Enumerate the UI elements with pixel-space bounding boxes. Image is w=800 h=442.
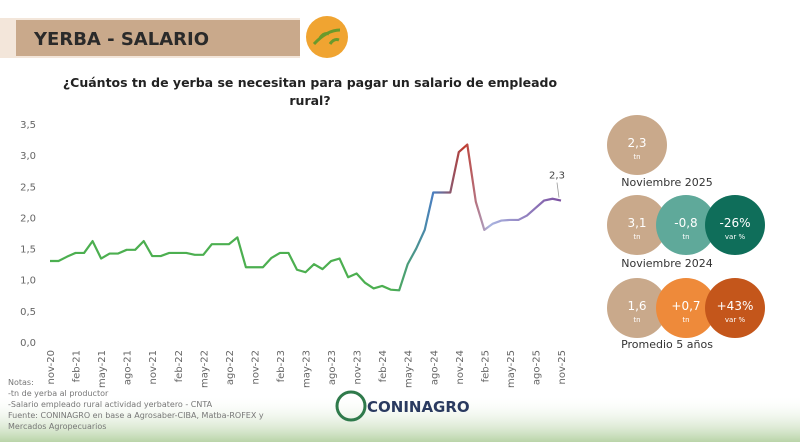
indicator-value: +43%: [717, 299, 754, 313]
note-line: Fuente: CONINAGRO en base a Agrosaber-CI…: [8, 411, 264, 420]
yerba-icon: [306, 16, 348, 58]
x-tick-label: may-22: [199, 350, 210, 388]
data-label: 2,3: [549, 171, 565, 182]
x-tick-label: ago-25: [531, 350, 542, 385]
indicator-circle: [705, 278, 765, 338]
x-tick-label: may-25: [506, 350, 517, 388]
indicator-unit: tn: [633, 233, 640, 241]
data-line: [50, 143, 562, 292]
x-tick-label: feb-24: [378, 350, 389, 382]
indicator-circle: [607, 195, 667, 255]
note-line: -Salario empleado rural actividad yerbat…: [8, 400, 213, 409]
indicator-value: +0,7: [671, 299, 700, 313]
y-tick-label: 0,5: [20, 307, 36, 318]
x-tick-label: feb-22: [174, 350, 185, 382]
grass-background: [0, 395, 800, 442]
indicator-value: 1,6: [627, 299, 646, 313]
indicator-value: 2,3: [627, 136, 646, 150]
indicator-circle: [607, 278, 667, 338]
y-tick-label: 3,0: [20, 151, 36, 162]
indicator-unit: tn: [633, 153, 640, 161]
indicator-value: 3,1: [627, 216, 646, 230]
label-leader: [556, 182, 560, 198]
logo-text: CONINAGRO: [367, 398, 470, 416]
note-line: -tn de yerba al productor: [8, 389, 109, 398]
header-band: [16, 20, 300, 56]
note-line: Notas:: [8, 378, 34, 387]
indicator-circle: [705, 195, 765, 255]
x-tick-label: nov-25: [557, 350, 568, 384]
y-tick-label: 0,0: [20, 338, 36, 349]
y-tick-label: 1,0: [20, 276, 36, 287]
x-tick-label: feb-25: [480, 350, 491, 382]
x-tick-label: may-21: [97, 350, 108, 388]
panel-label: Noviembre 2025: [621, 176, 713, 189]
x-tick-label: may-24: [404, 350, 415, 388]
indicator-value: -0,8: [674, 216, 697, 230]
x-tick-label: may-23: [302, 350, 313, 388]
indicator-circle: [607, 115, 667, 175]
indicator-circle: [656, 278, 716, 338]
x-tick-label: ago-21: [123, 350, 134, 385]
indicator-circle: [656, 195, 716, 255]
x-tick-label: feb-23: [276, 350, 287, 382]
x-tick-label: feb-21: [72, 350, 83, 382]
logo-mark: [335, 390, 367, 422]
indicator-value: -26%: [719, 216, 750, 230]
x-tick-label: ago-22: [225, 350, 236, 385]
indicator-unit: tn: [682, 316, 689, 324]
notes: Notas: -tn de yerba al productor -Salario …: [8, 377, 264, 432]
x-tick-label: nov-20: [46, 350, 57, 384]
panel-label: Noviembre 2024: [621, 257, 713, 270]
header-title: YERBA - SALARIO: [33, 29, 209, 50]
indicator-unit: var %: [725, 316, 746, 324]
indicator-unit: tn: [682, 233, 689, 241]
x-tick-label: ago-24: [429, 350, 440, 385]
yerba-icon-leaves: [312, 28, 341, 46]
y-tick-label: 1,5: [20, 245, 36, 256]
indicator-unit: var %: [725, 233, 746, 241]
x-tick-label: nov-21: [148, 350, 159, 384]
y-tick-label: 3,5: [20, 120, 36, 131]
chart-title: ¿Cuántos tn de yerba se necesitan para p…: [62, 75, 558, 108]
y-tick-label: 2,0: [20, 213, 36, 224]
indicator-unit: tn: [633, 316, 640, 324]
note-line: Mercados Agropecuarios: [8, 422, 107, 431]
x-tick-label: nov-23: [353, 350, 364, 384]
panel-label: Promedio 5 años: [621, 338, 713, 351]
x-tick-label: ago-23: [327, 350, 338, 385]
y-tick-label: 2,5: [20, 182, 36, 193]
x-tick-label: nov-24: [455, 350, 466, 384]
x-tick-label: nov-22: [250, 350, 261, 384]
